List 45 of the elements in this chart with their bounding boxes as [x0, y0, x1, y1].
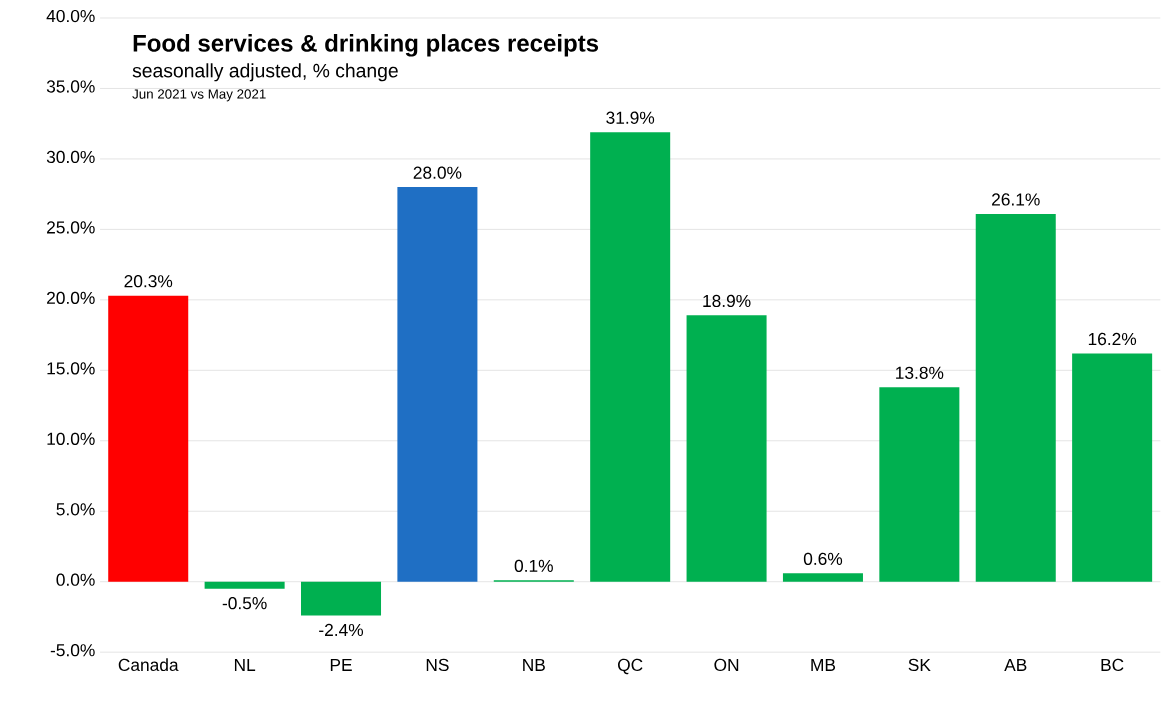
bar	[301, 581, 382, 616]
bar	[1072, 353, 1153, 582]
y-tick-label: 5.0%	[56, 503, 95, 516]
annotation: Jun 2021 vs May 2021	[132, 89, 266, 102]
data-label: 26.1%	[992, 193, 1040, 206]
bar	[975, 214, 1056, 582]
data-label: 28.0%	[413, 166, 462, 180]
x-tick-label: ON	[714, 659, 739, 672]
y-tick-label: 25.0%	[47, 221, 95, 234]
data-label: -2.4%	[319, 624, 364, 637]
y-tick-label: 10.0%	[47, 432, 95, 446]
y-tick-label: -5.0%	[50, 644, 95, 657]
data-label: 31.9%	[606, 111, 655, 125]
x-tick-label: NB	[523, 659, 545, 672]
data-label: 18.9%	[703, 295, 751, 308]
text: seasonally adjusted, % change	[132, 63, 398, 82]
bar	[782, 573, 863, 582]
data-label: 16.2%	[1088, 333, 1137, 346]
x-tick-label: SK	[908, 659, 931, 672]
y-tick-label: 30.0%	[46, 151, 95, 164]
data-label: 13.8%	[896, 366, 944, 380]
y-tick-label: 35.0%	[46, 80, 95, 93]
x-tick-label: QC	[617, 659, 643, 675]
x-tick-label: AB	[1004, 659, 1027, 672]
text: Food services & drinking places receipts	[133, 34, 599, 57]
y-tick-label: 40.0%	[46, 10, 95, 23]
x-tick-label: BC	[1101, 659, 1124, 672]
y-tick-label: 15.0%	[47, 362, 95, 375]
data-label: 0.6%	[803, 552, 843, 566]
y-tick-label: 0.0%	[56, 573, 95, 587]
bar	[590, 132, 671, 582]
bar	[879, 387, 960, 582]
bar	[686, 315, 767, 582]
x-tick-label: Canada	[118, 658, 179, 672]
data-label: 20.3%	[124, 275, 173, 288]
bar	[108, 295, 189, 582]
x-tick-label: NS	[426, 659, 449, 672]
data-label: 0.1%	[514, 559, 553, 573]
bar	[397, 187, 478, 582]
x-tick-label: NL	[234, 659, 256, 672]
bar	[204, 581, 285, 589]
x-tick-label: PE	[330, 659, 352, 672]
data-label: -0.5%	[222, 597, 267, 610]
y-tick-label: 20.0%	[47, 291, 95, 305]
x-tick-label: MB	[811, 659, 836, 672]
